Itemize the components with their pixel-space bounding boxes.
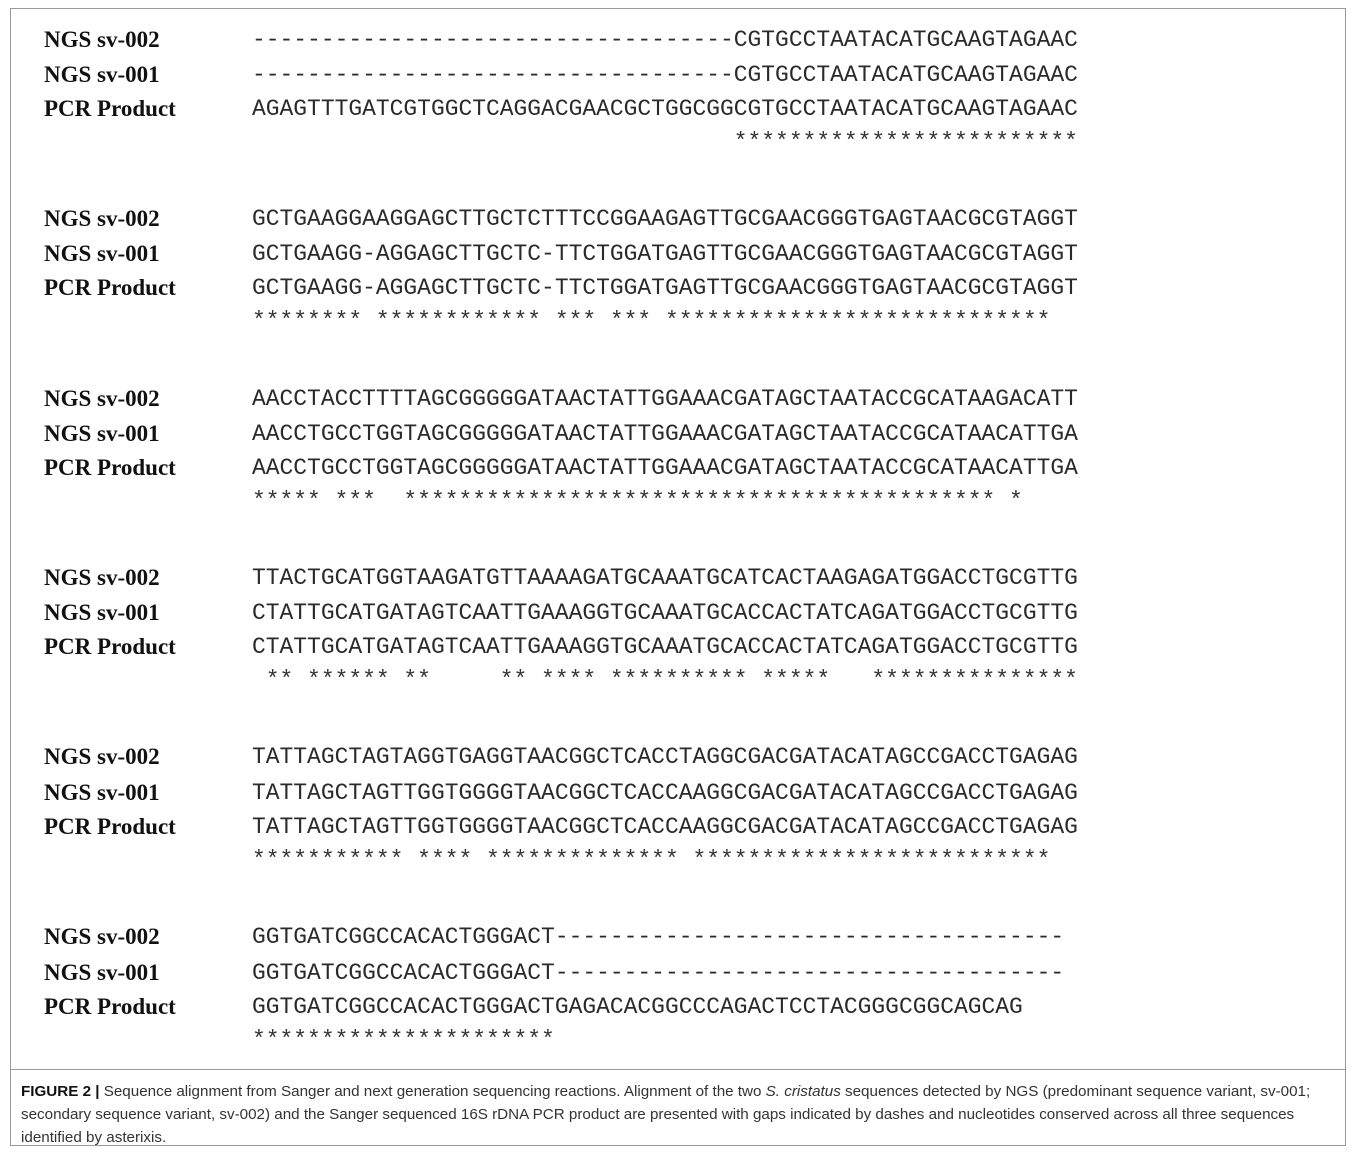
- alignment-row: NGS sv-002 TTACTGCATGGTAAGATGTTAAAAGATGC…: [11, 561, 1345, 595]
- alignment-row: NGS sv-001 TATTAGCTAGTTGGTGGGGTAACGGCTCA…: [11, 776, 1345, 810]
- sequence-label: PCR Product: [44, 455, 176, 480]
- consensus-text: ******** ************ *** *** **********…: [252, 308, 1051, 334]
- consensus-text: *************************: [252, 129, 1078, 155]
- sequence-text: TATTAGCTAGTTGGTGGGGTAACGGCTCACCAAGGCGACG…: [252, 814, 1078, 840]
- consensus-text: **********************: [252, 1027, 555, 1053]
- sequence-text: AACCTGCCTGGTAGCGGGGGATAACTATTGGAAACGATAG…: [252, 421, 1078, 447]
- sequence-label: NGS sv-002: [44, 924, 160, 949]
- sequence-text: AACCTGCCTGGTAGCGGGGGATAACTATTGGAAACGATAG…: [252, 455, 1078, 481]
- sequence-label: NGS sv-002: [44, 565, 160, 590]
- alignment-row: PCR Product GCTGAAGG-AGGAGCTTGCTC-TTCTGG…: [11, 271, 1345, 305]
- figure-label: FIGURE 2 |: [21, 1083, 100, 1100]
- sequence-label: PCR Product: [44, 634, 176, 659]
- sequence-label: NGS sv-001: [44, 780, 160, 805]
- sequence-label: NGS sv-002: [44, 27, 160, 52]
- consensus-text: ** ****** ** ** **** ********** ***** **…: [252, 667, 1078, 693]
- sequence-label: PCR Product: [44, 994, 176, 1019]
- consensus-row: ******** ************ *** *** **********…: [11, 304, 1345, 338]
- alignment-row: NGS sv-002 GGTGATCGGCCACACTGGGACT-------…: [11, 920, 1345, 954]
- sequence-label: NGS sv-001: [44, 62, 160, 87]
- sequence-text: GGTGATCGGCCACACTGGGACTGAGACACGGCCCAGACTC…: [252, 994, 1023, 1020]
- alignment-row: NGS sv-002 TATTAGCTAGTAGGTGAGGTAACGGCTCA…: [11, 740, 1345, 774]
- sequence-label: NGS sv-001: [44, 421, 160, 446]
- alignment-row: NGS sv-001 AACCTGCCTGGTAGCGGGGGATAACTATT…: [11, 417, 1345, 451]
- sequence-text: CTATTGCATGATAGTCAATTGAAAGGTGCAAATGCACCAC…: [252, 600, 1078, 626]
- species-name: S. cristatus: [765, 1083, 841, 1100]
- sequence-label: NGS sv-002: [44, 386, 160, 411]
- alignment-row: NGS sv-002 GCTGAAGGAAGGAGCTTGCTCTTTCCGGA…: [11, 202, 1345, 236]
- sequence-label: PCR Product: [44, 96, 176, 121]
- alignment-row: NGS sv-001 GGTGATCGGCCACACTGGGACT-------…: [11, 956, 1345, 990]
- consensus-text: *********** **** ************** ********…: [252, 847, 1051, 873]
- alignment-row: NGS sv-001 -----------------------------…: [11, 58, 1345, 92]
- alignment-row: NGS sv-001 CTATTGCATGATAGTCAATTGAAAGGTGC…: [11, 596, 1345, 630]
- sequence-text: GGTGATCGGCCACACTGGGACT------------------…: [252, 960, 1065, 986]
- alignment-row: PCR Product GGTGATCGGCCACACTGGGACTGAGACA…: [11, 990, 1345, 1024]
- sequence-label: PCR Product: [44, 275, 176, 300]
- sequence-label: NGS sv-001: [44, 241, 160, 266]
- sequence-text: TATTAGCTAGTTGGTGGGGTAACGGCTCACCAAGGCGACG…: [252, 780, 1078, 806]
- sequence-text: GCTGAAGG-AGGAGCTTGCTC-TTCTGGATGAGTTGCGAA…: [252, 275, 1078, 301]
- alignment-row: NGS sv-002 AACCTACCTTTTAGCGGGGGATAACTATT…: [11, 382, 1345, 416]
- sequence-text: GCTGAAGG-AGGAGCTTGCTC-TTCTGGATGAGTTGCGAA…: [252, 241, 1078, 267]
- figure-caption: FIGURE 2 | Sequence alignment from Sange…: [11, 1069, 1345, 1149]
- sequence-label: NGS sv-001: [44, 960, 160, 985]
- figure-frame: NGS sv-002 -----------------------------…: [10, 8, 1346, 1146]
- alignment-row: PCR Product AACCTGCCTGGTAGCGGGGGATAACTAT…: [11, 451, 1345, 485]
- sequence-text: TATTAGCTAGTAGGTGAGGTAACGGCTCACCTAGGCGACG…: [252, 744, 1078, 770]
- sequence-text: -----------------------------------CGTGC…: [252, 27, 1078, 53]
- sequence-label: NGS sv-001: [44, 600, 160, 625]
- caption-text-before: Sequence alignment from Sanger and next …: [99, 1083, 766, 1100]
- sequence-label: NGS sv-002: [44, 744, 160, 769]
- consensus-row: **********************: [11, 1023, 1345, 1057]
- consensus-row: ***** *** ******************************…: [11, 484, 1345, 518]
- consensus-row: *************************: [11, 125, 1345, 159]
- sequence-label: NGS sv-002: [44, 206, 160, 231]
- consensus-row: ** ****** ** ** **** ********** ***** **…: [11, 663, 1345, 697]
- sequence-text: GGTGATCGGCCACACTGGGACT------------------…: [252, 924, 1065, 950]
- sequence-text: -----------------------------------CGTGC…: [252, 62, 1078, 88]
- caption-text-after: sequences detected by NGS (predominant s…: [21, 1083, 1311, 1146]
- sequence-text: AGAGTTTGATCGTGGCTCAGGACGAACGCTGGCGGCGTGC…: [252, 96, 1078, 122]
- consensus-text: ***** *** ******************************…: [252, 488, 1023, 514]
- alignment-row: NGS sv-001 GCTGAAGG-AGGAGCTTGCTC-TTCTGGA…: [11, 237, 1345, 271]
- sequence-text: CTATTGCATGATAGTCAATTGAAAGGTGCAAATGCACCAC…: [252, 634, 1078, 660]
- sequence-text: AACCTACCTTTTAGCGGGGGATAACTATTGGAAACGATAG…: [252, 386, 1078, 412]
- consensus-row: *********** **** ************** ********…: [11, 843, 1345, 877]
- sequence-label: PCR Product: [44, 814, 176, 839]
- alignment-row: PCR Product TATTAGCTAGTTGGTGGGGTAACGGCTC…: [11, 810, 1345, 844]
- sequence-text: TTACTGCATGGTAAGATGTTAAAAGATGCAAATGCATCAC…: [252, 565, 1078, 591]
- alignment-row: PCR Product CTATTGCATGATAGTCAATTGAAAGGTG…: [11, 630, 1345, 664]
- alignment-row: NGS sv-002 -----------------------------…: [11, 23, 1345, 57]
- sequence-text: GCTGAAGGAAGGAGCTTGCTCTTTCCGGAAGAGTTGCGAA…: [252, 206, 1078, 232]
- alignment-row: PCR Product AGAGTTTGATCGTGGCTCAGGACGAACG…: [11, 92, 1345, 126]
